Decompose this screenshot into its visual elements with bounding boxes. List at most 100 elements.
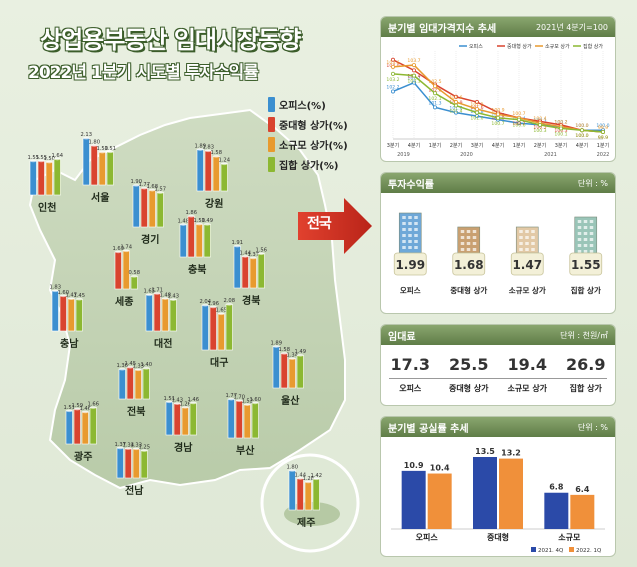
region-value-label: 1.48 xyxy=(177,218,189,224)
vacancy-value: 13.5 xyxy=(475,447,495,456)
vacancy-category: 중대형 xyxy=(487,532,509,542)
line-point-label: 99.9 xyxy=(598,125,608,131)
region-bar-cap xyxy=(213,154,220,158)
vacancy-value: 10.9 xyxy=(404,461,424,470)
region-bar-small xyxy=(304,481,312,511)
line-point xyxy=(390,89,395,94)
rent-values: 17.3 25.5 19.4 26.9 xyxy=(381,345,615,374)
region-value-label: 1.46 xyxy=(187,397,199,403)
region-bar-office xyxy=(118,368,126,400)
region-bar-cap xyxy=(162,297,169,300)
region-value-label: 1.69 xyxy=(112,246,124,252)
region-bar-cap xyxy=(242,254,249,258)
investment-value: 1.47 xyxy=(512,258,542,272)
line-point-label: 101.2 xyxy=(470,102,483,108)
region-value-label: 1.65 xyxy=(215,308,227,314)
region-bar-office xyxy=(116,447,124,479)
region-bar-midlarge xyxy=(114,251,122,290)
region-bar-cap xyxy=(228,397,235,401)
region-bar-small xyxy=(81,411,89,445)
region-bar-cap xyxy=(99,150,106,154)
region-value-label: 1.42 xyxy=(310,473,322,479)
rent-unit: 단위 : 천원/㎡ xyxy=(560,330,608,340)
region-value-label: 1.50 xyxy=(96,146,108,152)
vacancy-bar-0 xyxy=(401,470,426,529)
region-value-label: 1.65 xyxy=(143,289,155,295)
region-bar-collective xyxy=(257,253,265,289)
panel-investment: 투자수익률 단위 : % 1.99 오피스 1.68 중대형 상가 1.47 소규모 상가 1… xyxy=(380,172,616,314)
region-bars-15: 1.371.341.331.25 xyxy=(114,442,150,479)
region-bar-cap xyxy=(131,274,138,278)
region-bar-midlarge xyxy=(241,256,249,289)
region-bar-collective xyxy=(220,163,228,192)
region-value-label: 1.37 xyxy=(114,442,126,448)
vacancy-value: 6.4 xyxy=(575,485,590,494)
region-value-label: 1.77 xyxy=(138,182,150,188)
region-bar-cap xyxy=(133,447,140,451)
region-name: 경남 xyxy=(174,443,193,454)
region-value-label: 0.58 xyxy=(128,270,140,276)
region-value-label: 1.36 xyxy=(116,363,128,369)
line-point xyxy=(496,115,501,120)
vacancy-legend-swatch xyxy=(531,547,536,552)
region-bar-cap xyxy=(115,250,122,254)
vacancy-chart: 10.9 10.4 오피스 13.5 13.2 중대형 6.8 6.4 소규모 2021. 4Q 2… xyxy=(391,447,605,554)
region-value-label: 1.49 xyxy=(294,349,306,355)
region-value-label: 1.51 xyxy=(163,396,175,402)
region-value-label: 1.28 xyxy=(302,476,314,482)
region-bar-collective xyxy=(130,275,138,290)
region-value-label: 2.08 xyxy=(223,298,235,304)
region-value-label: 1.50 xyxy=(43,156,55,162)
region-value-label: 1.80 xyxy=(88,139,100,145)
vacancy-value: 10.4 xyxy=(430,464,450,473)
rent-labels: 오피스 중대형 상가 소규모 상가 집합 상가 xyxy=(381,379,615,394)
legend-small: 소규모 상가(%) xyxy=(268,134,348,154)
investment-item-0: 1.99 오피스 xyxy=(393,212,427,295)
line-point xyxy=(475,110,480,115)
region-bar-small xyxy=(67,298,75,332)
line-point-label: 102.5 xyxy=(428,79,441,85)
line-x-tick: 4분기 xyxy=(408,142,420,149)
vacancy-category: 소규모 xyxy=(558,533,581,542)
investment-item-1: 1.68 중대형 상가 xyxy=(450,226,487,295)
line-point xyxy=(390,57,395,62)
vacancy-legend-label: 2022. 1Q xyxy=(576,548,602,554)
region-value-label: 1.51 xyxy=(104,146,116,152)
panel-price-index: 분기별 임대가격지수 추세 2021년 4분기=100 오피스 중대형 상가 소규모 … xyxy=(380,16,616,162)
region-bar-collective xyxy=(225,303,233,351)
region-bar-cap xyxy=(76,297,83,301)
region-bars-7: 1.651.711.481.43 xyxy=(143,287,179,332)
line-legend-label: 소규모 상가 xyxy=(545,43,570,50)
region-bars-16: 1.80 1.441.281.42 xyxy=(286,464,322,511)
line-x-tick: 1분기 xyxy=(513,142,525,149)
rent-value-midlarge: 25.5 xyxy=(449,355,489,374)
vacancy-value: 6.8 xyxy=(549,483,564,492)
region-bar-cap xyxy=(210,305,217,309)
region-value-label: 1.55 xyxy=(27,155,39,161)
region-bar-cap xyxy=(205,149,212,153)
region-value-label: 1.68 xyxy=(146,184,158,190)
region-value-label: 1.57 xyxy=(154,186,166,192)
region-bars-13: 1.511.431.261.46 xyxy=(163,396,199,436)
arrow-shape xyxy=(298,198,372,254)
line-point-label: 100.0 xyxy=(575,123,588,129)
region-bar-cap xyxy=(46,160,53,164)
region-bar-small xyxy=(148,189,156,228)
region-bar-cap xyxy=(234,244,241,248)
region-bar-cap xyxy=(123,249,130,253)
region-bar-cap xyxy=(54,157,61,161)
region-bar-cap xyxy=(141,449,148,452)
region-bar-cap xyxy=(157,191,164,194)
line-legend-label: 중대형 상가 xyxy=(507,43,532,50)
line-year-label: 2022 xyxy=(597,152,610,158)
investment-unit: 단위 : % xyxy=(577,178,608,188)
region-bar-office xyxy=(29,160,37,196)
region-bar-cap xyxy=(204,222,211,226)
region-bar-cap xyxy=(197,148,204,151)
vacancy-bar-1 xyxy=(499,458,523,529)
line-point-label: 100.9 xyxy=(491,107,504,113)
region-bar-collective xyxy=(156,192,164,228)
investment-value: 1.99 xyxy=(395,258,425,272)
line-year-label: 2020 xyxy=(460,152,473,158)
